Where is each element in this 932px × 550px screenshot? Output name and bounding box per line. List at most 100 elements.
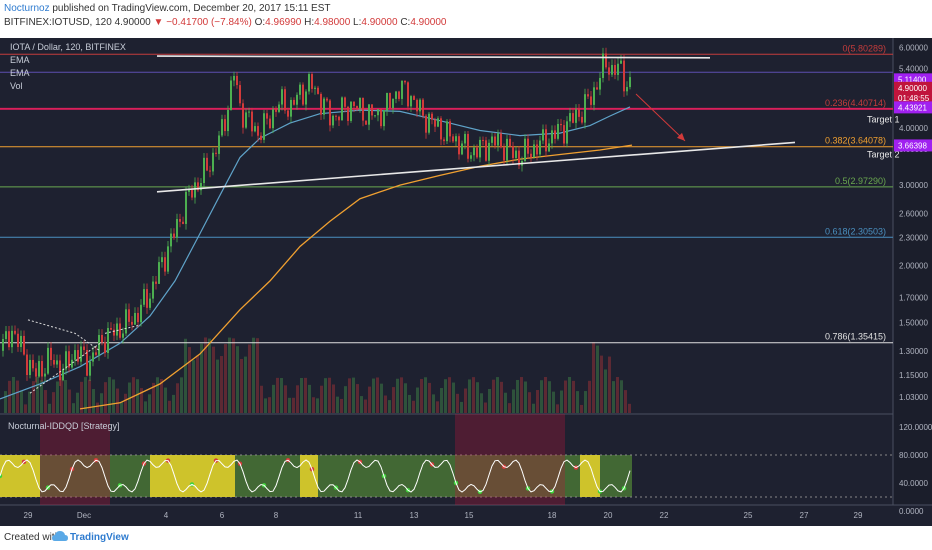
chart-header: Nocturnoz published on TradingView.com, … <box>0 0 932 32</box>
candle-body <box>176 219 178 238</box>
candle-body <box>329 100 331 126</box>
volume-bar <box>620 380 623 413</box>
candle-body <box>32 359 34 369</box>
x-tick-label: 29 <box>854 511 863 520</box>
volume-bar <box>364 399 367 413</box>
y-tick-label: 5.40000 <box>899 65 928 74</box>
volume-bar <box>68 389 71 413</box>
wedge-dotted-line <box>104 324 141 334</box>
volume-bar <box>240 359 243 413</box>
volume-bar <box>304 377 307 413</box>
tradingview-brand[interactable]: TradingView <box>70 532 129 543</box>
volume-bar <box>168 400 171 413</box>
indicator-highlight <box>0 455 40 497</box>
volume-bar <box>60 377 63 413</box>
x-tick-label: 20 <box>604 511 613 520</box>
volume-bar <box>456 393 459 413</box>
candle-body <box>200 182 202 191</box>
candle-body <box>605 53 607 68</box>
candle-body <box>545 129 547 152</box>
publish-text: published on TradingView.com, December 2… <box>49 3 331 14</box>
candle-body <box>233 75 235 81</box>
volume-bar <box>296 385 299 413</box>
candle-body <box>317 87 319 94</box>
candle-body <box>392 98 394 109</box>
candle-body <box>143 289 145 305</box>
candle-body <box>26 354 28 376</box>
candle-body <box>311 74 313 89</box>
candle-body <box>614 65 616 75</box>
volume-bar <box>568 377 571 413</box>
candle-body <box>494 136 496 146</box>
candle-body <box>38 361 40 377</box>
volume-bar <box>280 378 283 413</box>
candle-body <box>350 101 352 121</box>
price-chart[interactable]: 0(5.80289) 0.236(4.40714) 0.382(3.64078) 0.… <box>0 38 932 526</box>
symbol-label: BITFINEX:IOTUSD, 120 <box>4 17 112 28</box>
volume-bar <box>332 384 335 413</box>
volume-bar <box>488 389 491 413</box>
candle-body <box>218 135 220 154</box>
volume-bar <box>84 377 87 413</box>
candle-body <box>59 360 61 381</box>
volume-bar <box>472 377 475 413</box>
price-tag <box>894 81 932 94</box>
candle-body <box>479 139 481 158</box>
volume-bar <box>416 387 419 413</box>
volume-bar <box>612 381 615 413</box>
low-label: L: <box>353 17 362 28</box>
created-with-text: Created with <box>4 532 61 543</box>
candle-body <box>179 219 181 222</box>
ohlc-line: BITFINEX:IOTUSD, 120 4.90000 ▼ −0.41700 … <box>4 17 446 28</box>
volume-bar <box>208 338 211 413</box>
candle-body <box>308 74 310 92</box>
candle-body <box>572 113 574 123</box>
candle-body <box>80 346 82 362</box>
indicator-highlight <box>150 455 235 497</box>
volume-bar <box>268 397 271 413</box>
indicator-red-zone <box>40 414 110 505</box>
volume-bar <box>496 377 499 413</box>
volume-bar <box>536 390 539 413</box>
candle-body <box>422 99 424 116</box>
candle-body <box>14 330 16 334</box>
target-label: Target 2 <box>867 149 900 159</box>
candle-body <box>440 118 442 140</box>
open-label: O: <box>254 17 266 28</box>
volume-bar <box>592 342 595 413</box>
volume-bar <box>368 386 371 413</box>
candle-body <box>383 110 385 127</box>
volume-bar <box>492 379 495 413</box>
volume-bar <box>508 403 511 413</box>
fib-0236-highlight <box>0 107 893 110</box>
candle-body <box>578 109 580 117</box>
candle-body <box>581 116 583 123</box>
volume-bar <box>160 378 163 413</box>
volume-bar <box>36 377 39 413</box>
volume-bar <box>204 337 207 413</box>
candle-body <box>320 93 322 115</box>
volume-bar <box>148 394 151 413</box>
candle-body <box>590 96 592 105</box>
candle-body <box>323 98 325 115</box>
indicator-highlight <box>300 455 318 497</box>
candle-body <box>20 335 22 348</box>
indicator-y-tick: 0.0000 <box>899 507 924 516</box>
candle-body <box>191 189 193 198</box>
candle-body <box>410 96 412 107</box>
author-link[interactable]: Nocturnoz <box>4 3 50 14</box>
chart-legend: IOTA / Dollar, 120, BITFINEX EMA EMA Vol <box>10 41 126 93</box>
candle-body <box>299 84 301 95</box>
volume-bar <box>88 379 91 413</box>
candle-body <box>128 309 130 322</box>
volume-bar <box>452 382 455 413</box>
volume-bar <box>388 400 391 413</box>
candle-body <box>491 136 493 143</box>
volume-bar <box>480 393 483 413</box>
volume-bar <box>156 377 159 413</box>
candle-body <box>398 91 400 99</box>
volume-bar <box>72 403 75 413</box>
volume-bar <box>92 389 95 413</box>
candle-body <box>23 335 25 355</box>
candle-body <box>53 359 55 365</box>
